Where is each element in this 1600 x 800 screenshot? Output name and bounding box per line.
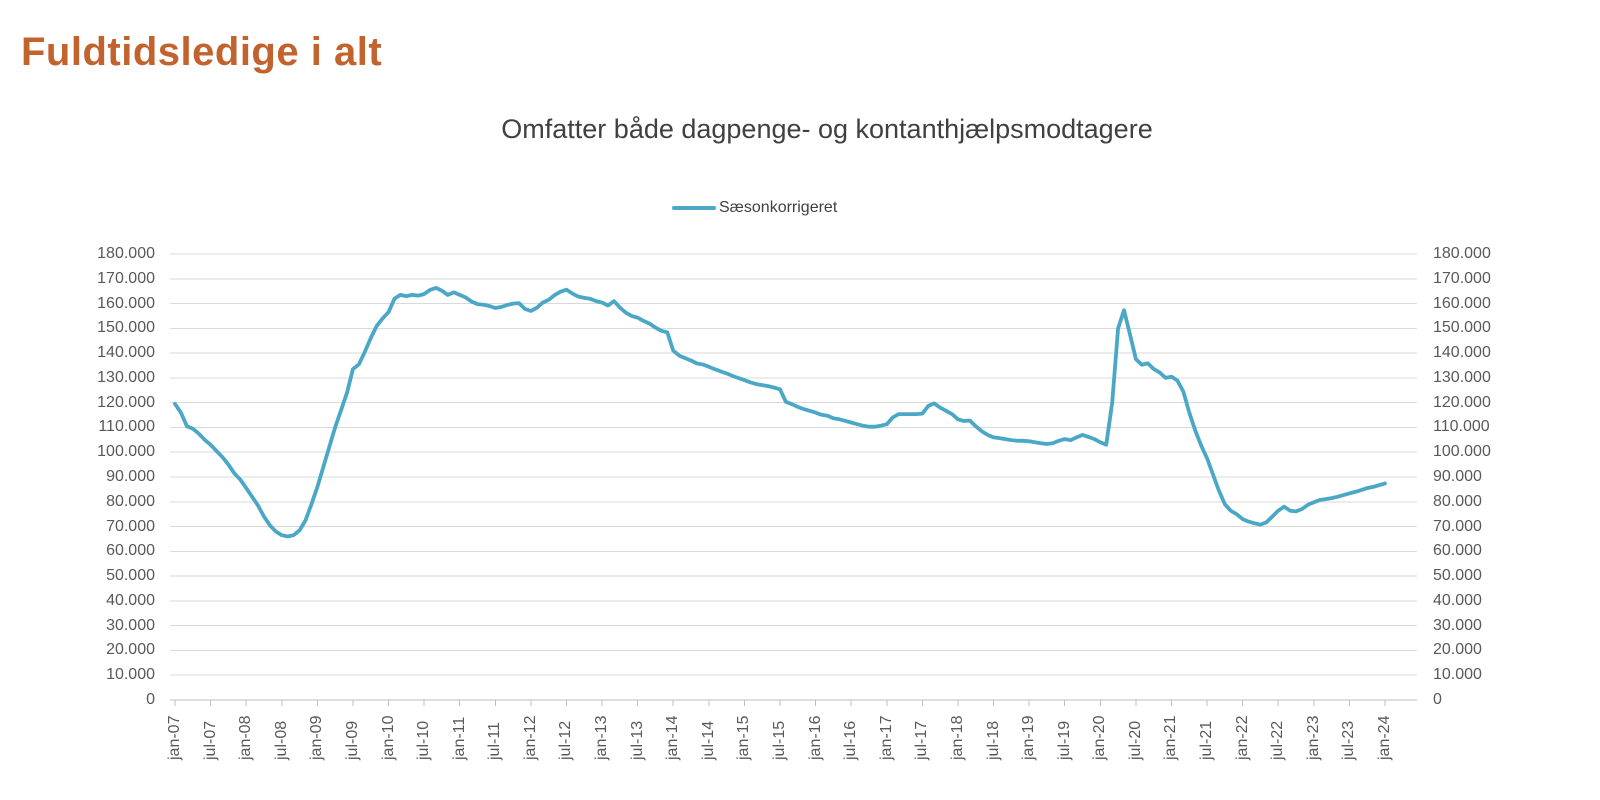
y-axis-label-right: 100.000 xyxy=(1433,443,1491,461)
x-axis-tick-label: jul-14 xyxy=(699,720,717,760)
y-axis-label-left: 10.000 xyxy=(106,666,155,684)
y-axis-label-right: 150.000 xyxy=(1433,319,1491,337)
y-axis-label-left: 100.000 xyxy=(97,443,155,461)
x-axis-tick-label: jan-08 xyxy=(237,715,255,760)
y-axis-label-left: 0 xyxy=(146,691,155,708)
y-axis-label-right: 20.000 xyxy=(1433,641,1482,659)
x-axis-tick-label: jan-13 xyxy=(593,715,611,760)
y-axis-label-right: 40.000 xyxy=(1433,591,1482,609)
x-axis-tick-label: jul-19 xyxy=(1055,720,1073,760)
x-axis-tick-label: jan-09 xyxy=(308,715,326,760)
y-axis-label-right: 140.000 xyxy=(1433,344,1491,362)
x-axis-tick-label: jul-08 xyxy=(272,720,290,760)
y-axis-label-left: 130.000 xyxy=(97,368,155,386)
page-title: Fuldtidsledige i alt xyxy=(21,30,383,74)
legend: Sæsonkorrigeret xyxy=(672,199,837,217)
x-axis-tick-label: jan-14 xyxy=(664,715,682,760)
x-axis-tick-label: jan-22 xyxy=(1233,715,1251,760)
x-axis-tick-label: jan-17 xyxy=(877,715,895,760)
x-axis-tick-label: jan-19 xyxy=(1020,715,1038,760)
x-axis-tick-label: jul-23 xyxy=(1340,720,1358,760)
y-axis-label-right: 130.000 xyxy=(1433,368,1491,386)
y-axis-label-right: 0 xyxy=(1433,691,1442,708)
y-axis-label-left: 70.000 xyxy=(106,517,155,535)
y-axis-label-left: 20.000 xyxy=(106,641,155,659)
x-axis-tick-label: jul-12 xyxy=(557,720,575,760)
y-axis-label-right: 170.000 xyxy=(1433,269,1491,287)
legend-line-swatch xyxy=(672,206,716,210)
series-line-saesonkorrigeret xyxy=(173,285,1387,539)
x-axis-tick-label: jan-10 xyxy=(379,715,397,760)
y-axis-label-left: 110.000 xyxy=(98,418,155,436)
x-axis-tick-label: jul-09 xyxy=(343,720,361,760)
y-axis-label-left: 90.000 xyxy=(106,468,155,485)
y-axis-label-right: 180.000 xyxy=(1433,245,1491,262)
y-axis-label-left: 150.000 xyxy=(97,319,155,337)
x-axis-tick-label: jan-20 xyxy=(1091,715,1109,760)
y-axis-label-right: 90.000 xyxy=(1433,468,1482,485)
x-axis-tick-label: jul-21 xyxy=(1198,720,1216,760)
x-axis-tick-label: jan-18 xyxy=(948,715,966,760)
y-axis-label-right: 70.000 xyxy=(1433,517,1482,535)
y-axis-label-left: 80.000 xyxy=(106,492,155,510)
x-axis-tick-label: jan-11 xyxy=(450,716,468,760)
y-axis-label-left: 50.000 xyxy=(106,567,155,585)
y-axis-label-right: 110.000 xyxy=(1433,418,1490,436)
y-axis-label-left: 170.000 xyxy=(97,269,155,287)
x-axis-tick-label: jul-16 xyxy=(842,720,860,760)
y-axis-label-left: 60.000 xyxy=(106,542,155,560)
x-axis-tick-label: jul-22 xyxy=(1269,720,1287,760)
x-axis-tick-label: jan-16 xyxy=(806,715,824,760)
x-axis-tick-label: jan-23 xyxy=(1304,715,1322,760)
y-axis-label-left: 140.000 xyxy=(97,344,155,362)
y-axis-label-right: 120.000 xyxy=(1433,393,1491,411)
y-axis-label-right: 30.000 xyxy=(1433,616,1482,634)
y-axis-label-right: 10.000 xyxy=(1433,666,1482,684)
x-axis-tick-label: jul-18 xyxy=(984,720,1002,760)
x-axis-tick-label: jan-24 xyxy=(1376,715,1393,760)
legend-label: Sæsonkorrigeret xyxy=(719,199,838,216)
x-axis-tick-label: jan-15 xyxy=(735,715,753,760)
y-axis-label-right: 160.000 xyxy=(1433,294,1491,312)
x-axis-tick-label: jul-20 xyxy=(1126,720,1144,760)
x-axis-tick-label: jan-07 xyxy=(166,715,183,760)
y-axis-label-left: 120.000 xyxy=(97,393,155,411)
x-axis-tick-label: jul-15 xyxy=(771,720,788,760)
x-axis-tick-label: jul-13 xyxy=(628,720,646,760)
y-axis-label-left: 180.000 xyxy=(97,245,155,262)
y-axis-label-left: 30.000 xyxy=(106,616,155,634)
y-axis-label-left: 160.000 xyxy=(97,294,155,312)
x-axis-tick-label: jul-17 xyxy=(913,720,931,760)
x-axis-tick-label: jul-10 xyxy=(415,720,433,760)
y-axis-label-right: 80.000 xyxy=(1433,492,1482,510)
x-axis-tick-label: jul-07 xyxy=(201,720,219,760)
y-axis-label-left: 40.000 xyxy=(106,591,155,609)
x-axis-tick-label: jul-11 xyxy=(486,722,504,760)
y-axis-label-right: 60.000 xyxy=(1433,542,1482,560)
chart-title: Omfatter både dagpenge- og kontanthjælps… xyxy=(501,114,1153,144)
x-axis-tick-label: jan-21 xyxy=(1162,715,1180,760)
y-axis-label-right: 50.000 xyxy=(1433,567,1482,585)
x-axis-tick-label: jan-12 xyxy=(521,715,539,760)
